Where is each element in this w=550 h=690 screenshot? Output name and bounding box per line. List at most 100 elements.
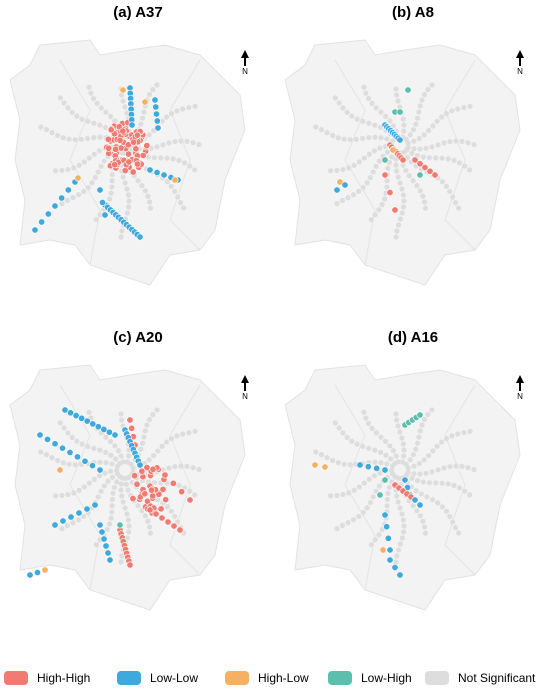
station [403,461,409,467]
station [170,522,178,530]
station [155,448,161,454]
station [178,463,184,469]
station [190,465,196,471]
station [368,217,374,223]
station [417,103,423,109]
station [351,487,357,493]
station [411,496,419,504]
station [401,447,407,453]
station [157,505,165,513]
station [83,505,91,513]
station [384,503,390,509]
station [118,411,124,417]
station [336,100,342,106]
station [43,452,50,458]
station [171,176,179,184]
station [142,513,148,519]
station [109,474,116,480]
station [429,144,435,150]
station [148,486,156,494]
station [61,406,69,414]
station [354,441,360,447]
station [414,115,421,121]
station [401,476,409,484]
station [441,140,447,146]
station [135,503,141,509]
station [109,178,115,184]
station [129,168,137,176]
station [107,113,114,119]
station [360,443,366,450]
station [339,522,345,529]
station [126,453,132,459]
station [397,216,404,222]
station [139,115,146,121]
station [456,485,463,491]
station [172,138,178,145]
station [386,546,394,554]
station [328,493,334,499]
station [130,465,136,471]
station [139,151,147,159]
north-arrow [516,50,524,66]
station [455,106,461,112]
station [397,104,403,110]
station [356,188,362,194]
station [447,513,453,520]
station [120,499,126,505]
station [81,159,87,165]
station [311,461,319,469]
station [101,483,107,489]
station [438,439,445,445]
station [86,409,92,415]
station [376,207,382,213]
station [443,110,450,117]
station [381,476,389,484]
station [89,420,97,428]
station [344,434,350,440]
station [443,508,449,514]
station [103,434,109,440]
station [378,109,384,115]
station [364,505,370,511]
station [429,469,435,475]
station [459,463,465,470]
station [367,499,373,506]
station [376,491,384,499]
station [122,505,128,511]
station [360,184,366,191]
station [453,463,459,469]
station [71,165,77,171]
station [83,417,91,425]
station [69,434,75,440]
station [393,234,399,240]
station [146,416,153,423]
station [471,141,477,148]
station [86,155,92,161]
station [72,137,78,143]
station [356,461,364,469]
station [384,136,390,142]
station [57,95,63,101]
station [74,113,80,119]
station [318,452,325,458]
station [44,210,52,218]
station [373,105,379,111]
station [388,456,394,462]
station [151,480,158,486]
station [416,135,422,142]
station [393,411,399,417]
station [387,443,393,449]
station [397,541,404,547]
station [89,462,97,470]
station [131,472,139,480]
station [372,134,378,140]
station [356,513,362,519]
station [97,459,103,465]
station [359,135,366,142]
station [56,466,64,474]
station [169,479,177,487]
station [106,556,114,564]
station [356,484,362,490]
